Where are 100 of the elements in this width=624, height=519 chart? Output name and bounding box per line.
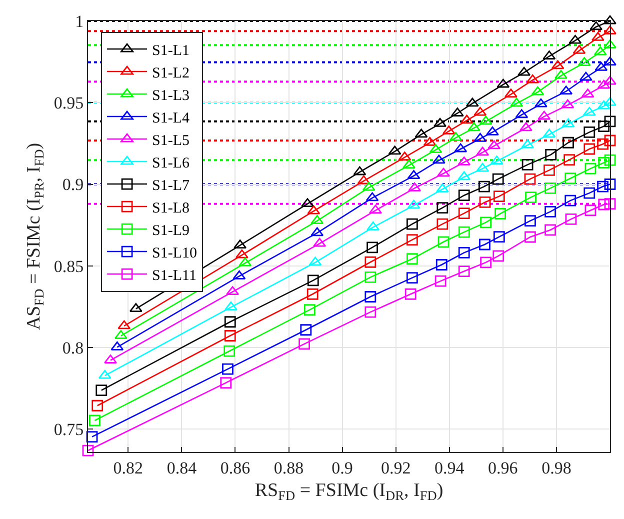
point <box>568 34 582 44</box>
point <box>232 270 246 280</box>
point <box>436 259 448 270</box>
point <box>364 291 376 302</box>
legend-label: S1-L8 <box>152 200 190 216</box>
point <box>598 198 610 210</box>
point <box>590 21 603 30</box>
point <box>524 231 536 243</box>
point <box>604 25 616 34</box>
point <box>551 60 564 70</box>
point <box>521 139 534 148</box>
x-tick-label: 0.9 <box>332 458 353 478</box>
point <box>510 98 524 107</box>
point <box>604 116 616 128</box>
point <box>353 166 366 176</box>
point <box>224 301 238 310</box>
point <box>604 178 616 190</box>
y-tick-label: 0.95 <box>54 94 84 113</box>
legend-label: S1-L5 <box>152 132 190 149</box>
point <box>542 128 556 138</box>
point <box>584 204 596 216</box>
point <box>307 274 319 286</box>
point <box>604 15 616 24</box>
point <box>364 256 376 268</box>
y-tick-label: 0.85 <box>54 256 84 276</box>
point <box>364 271 376 283</box>
point <box>366 192 379 202</box>
point <box>404 288 416 300</box>
y-tick-label: 1 <box>75 12 84 31</box>
point <box>584 126 596 138</box>
point <box>406 218 418 230</box>
point <box>438 236 450 248</box>
point <box>604 198 616 210</box>
point <box>486 126 499 136</box>
point <box>545 149 557 160</box>
point <box>534 98 548 108</box>
x-tick-label: 0.88 <box>274 458 304 478</box>
x-tick-label: 0.86 <box>220 458 250 478</box>
point <box>531 86 544 96</box>
point <box>597 100 610 110</box>
point <box>544 224 556 236</box>
point <box>224 330 236 342</box>
point <box>460 114 474 124</box>
point <box>388 146 402 155</box>
point <box>604 134 616 146</box>
point <box>432 154 446 164</box>
point <box>308 256 322 266</box>
point <box>118 320 131 330</box>
x-tick-label: 0.84 <box>166 458 198 478</box>
point <box>313 238 326 247</box>
point <box>458 171 471 180</box>
point <box>604 96 616 106</box>
point <box>304 304 316 316</box>
point <box>524 173 536 185</box>
point <box>88 414 100 426</box>
point <box>306 288 318 300</box>
x-tick-label: 0.96 <box>488 458 518 478</box>
point <box>594 46 607 56</box>
point <box>544 182 556 194</box>
point <box>544 206 556 218</box>
x-tick-label: 0.82 <box>113 458 144 478</box>
point <box>310 227 324 236</box>
point <box>479 238 490 250</box>
legend-label: S1-L3 <box>152 88 190 104</box>
point <box>582 106 596 116</box>
point <box>362 182 376 191</box>
point <box>436 183 449 192</box>
point <box>298 338 310 350</box>
point <box>493 231 505 243</box>
point <box>597 138 608 150</box>
point <box>429 144 442 154</box>
point <box>366 221 380 230</box>
point <box>423 136 436 146</box>
legend-label: S1-L7 <box>152 178 190 194</box>
point <box>458 246 470 258</box>
point <box>468 122 480 132</box>
point <box>564 194 576 206</box>
point <box>479 196 491 208</box>
point <box>564 154 576 166</box>
x-tick-label: 0.94 <box>434 458 465 478</box>
point <box>493 190 505 202</box>
point <box>538 110 551 120</box>
legend-label: S1-L11 <box>152 268 197 284</box>
point <box>579 72 592 81</box>
point <box>110 341 124 350</box>
point <box>519 122 532 132</box>
y-tick-label: 0.8 <box>62 338 84 358</box>
point <box>488 140 501 150</box>
x-tick-label: 0.92 <box>380 458 411 478</box>
point <box>402 160 416 169</box>
point <box>224 316 236 328</box>
point <box>434 118 446 127</box>
point <box>310 215 324 224</box>
point <box>562 118 575 128</box>
point <box>235 249 248 258</box>
point <box>364 306 376 318</box>
point <box>398 152 412 161</box>
point <box>300 324 312 336</box>
point <box>515 109 528 118</box>
point <box>565 213 577 225</box>
